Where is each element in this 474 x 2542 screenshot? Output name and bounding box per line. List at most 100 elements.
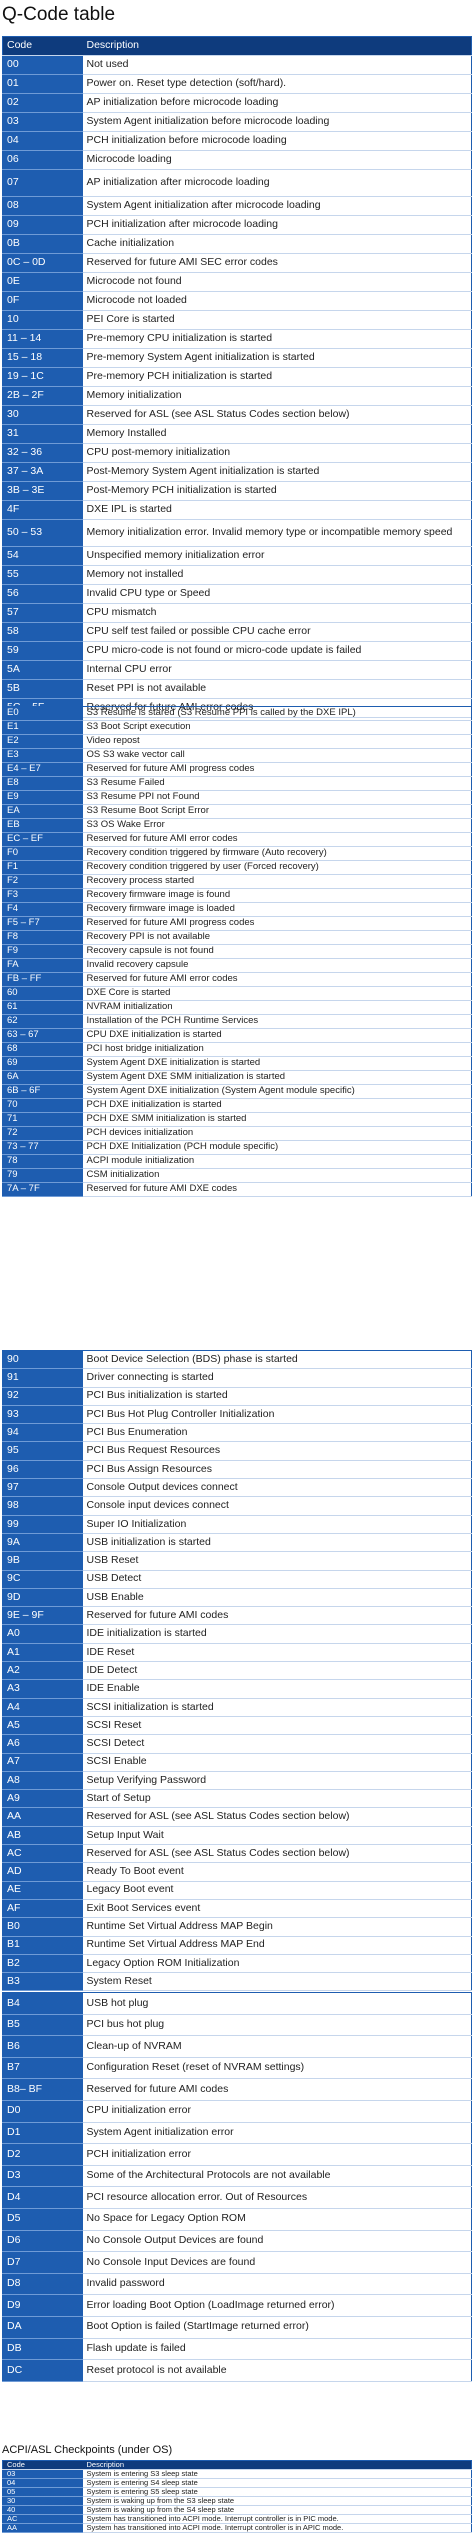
- description-cell: SCSI Detect: [82, 1734, 472, 1754]
- table-row: 98 Console input devices connect: [2, 1496, 472, 1516]
- table-row: 90 Boot Device Selection (BDS) phase is s…: [2, 1350, 472, 1370]
- code-cell: B5: [2, 2014, 83, 2037]
- description-cell: Reset protocol is not available: [82, 2359, 472, 2382]
- code-cell: 9E – 9F: [2, 1606, 83, 1626]
- description-cell: Memory not installed: [82, 565, 472, 585]
- description-cell: DXE Core is started: [82, 986, 472, 1001]
- table-row: 95 PCI Bus Request Resources: [2, 1441, 472, 1461]
- description-cell: System Agent DXE SMM initialization is s…: [82, 1070, 472, 1085]
- code-cell: 07: [2, 169, 83, 197]
- description-cell: System is entering S3 sleep state: [82, 2469, 472, 2479]
- code-cell: DA: [2, 2316, 83, 2339]
- code-cell: E4 – E7: [2, 762, 83, 777]
- description-cell: Reserved for future AMI error codes: [82, 972, 472, 987]
- table-row: 94 PCI Bus Enumeration: [2, 1423, 472, 1443]
- table-row: B5 PCI bus hot plug: [2, 2014, 472, 2037]
- code-cell: 91: [2, 1368, 83, 1388]
- code-cell: 08: [2, 196, 83, 216]
- code-cell: 32 – 36: [2, 443, 83, 463]
- table-row: 11 – 14 Pre-memory CPU initialization is …: [2, 329, 472, 349]
- table-row: E1 S3 Boot Script execution: [2, 720, 472, 735]
- table-row: AF Exit Boot Services event: [2, 1899, 472, 1919]
- description-cell: PEI Core is started: [82, 310, 472, 330]
- description-cell: PCI bus hot plug: [82, 2014, 472, 2037]
- description-cell: System is waking up from the S4 sleep st…: [82, 2505, 472, 2515]
- table-row: 10 PEI Core is started: [2, 310, 472, 330]
- description-cell: System is entering S4 sleep state: [82, 2478, 472, 2488]
- description-cell: Memory Installed: [82, 424, 472, 444]
- table-row: 60 DXE Core is started: [2, 986, 472, 1001]
- table-row: 96 PCI Bus Assign Resources: [2, 1460, 472, 1480]
- code-cell: 00: [2, 55, 83, 75]
- table-row: E4 – E7 Reserved for future AMI progress …: [2, 762, 472, 777]
- code-cell: D7: [2, 2251, 83, 2274]
- description-cell: Memory initialization error. Invalid mem…: [82, 519, 472, 547]
- table-row: 2B – 2F Memory initialization: [2, 386, 472, 406]
- code-cell: 55: [2, 565, 83, 585]
- code-cell: 37 – 3A: [2, 462, 83, 482]
- table-row: 62 Installation of the PCH Runtime Servic…: [2, 1014, 472, 1029]
- code-cell: F1: [2, 860, 83, 875]
- description-cell: S3 Resume Failed: [82, 776, 472, 791]
- code-cell: 04: [2, 131, 83, 151]
- description-cell: Recovery firmware image is found: [82, 888, 472, 903]
- description-cell: USB Detect: [82, 1570, 472, 1589]
- table-row: 6A System Agent DXE SMM initialization is…: [2, 1070, 472, 1085]
- code-cell: B1: [2, 1936, 83, 1955]
- table-row: 5B Reset PPI is not available: [2, 679, 472, 699]
- code-cell: 4F: [2, 500, 83, 520]
- table-row: 01 Power on. Reset type detection (soft/h…: [2, 74, 472, 94]
- table-row: D1 System Agent initialization error: [2, 2122, 472, 2145]
- table-row: 30 Reserved for ASL (see ASL Status Codes…: [2, 405, 472, 425]
- code-cell: D4: [2, 2186, 83, 2209]
- code-cell: 02: [2, 93, 83, 113]
- header-cell: Description: [82, 2460, 472, 2470]
- description-cell: IDE initialization is started: [82, 1624, 472, 1644]
- description-cell: Console Output devices connect: [82, 1478, 472, 1498]
- description-cell: USB hot plug: [82, 1992, 472, 2015]
- description-cell: Invalid recovery capsule: [82, 958, 472, 973]
- description-cell: Cache initialization: [82, 234, 472, 254]
- table-row: D6 No Console Output Devices are found: [2, 2230, 472, 2253]
- table-row: AA Reserved for ASL (see ASL Status Codes…: [2, 1807, 472, 1827]
- table-row: 73 – 77 PCH DXE Initialization (PCH modul…: [2, 1140, 472, 1155]
- description-cell: Post-Memory System Agent initialization …: [82, 462, 472, 482]
- description-cell: Reserved for future AMI progress codes: [82, 916, 472, 931]
- table-row: A2 IDE Detect: [2, 1661, 472, 1681]
- code-cell: 0E: [2, 272, 83, 292]
- code-cell: 93: [2, 1405, 83, 1425]
- table-row: 50 – 53 Memory initialization error. Inva…: [2, 519, 472, 547]
- table-row: B8– BF Reserved for future AMI codes: [2, 2078, 472, 2101]
- description-cell: S3 OS Wake Error: [82, 818, 472, 833]
- code-cell: DB: [2, 2338, 83, 2361]
- table-row: 32 – 36 CPU post-memory initialization: [2, 443, 472, 463]
- code-cell: 68: [2, 1042, 83, 1057]
- code-cell: B6: [2, 2035, 83, 2058]
- description-cell: Unspecified memory initialization error: [82, 546, 472, 566]
- description-cell: Boot Option is failed (StartImage return…: [82, 2316, 472, 2339]
- table-row: E8 S3 Resume Failed: [2, 776, 472, 791]
- code-cell: 95: [2, 1441, 83, 1461]
- table-row: B0 Runtime Set Virtual Address MAP Begin: [2, 1917, 472, 1937]
- description-cell: CPU micro-code is not found or micro-cod…: [82, 641, 472, 661]
- code-cell: F5 – F7: [2, 916, 83, 931]
- code-cell: D5: [2, 2208, 83, 2231]
- table-row: E2 Video repost: [2, 734, 472, 749]
- code-cell: 78: [2, 1154, 83, 1169]
- table-row: 09 PCH initialization after microcode loa…: [2, 215, 472, 235]
- description-cell: CPU DXE initialization is started: [82, 1028, 472, 1043]
- code-cell: 57: [2, 603, 83, 623]
- table-row: F9 Recovery capsule is not found: [2, 944, 472, 959]
- table-row: B7 Configuration Reset (reset of NVRAM se…: [2, 2057, 472, 2080]
- description-cell: S3 Resume PPI not Found: [82, 790, 472, 805]
- code-cell: 03: [2, 2469, 83, 2479]
- code-cell: D9: [2, 2294, 83, 2317]
- code-cell: E1: [2, 720, 83, 735]
- table-row: 71 PCH DXE SMM initialization is started: [2, 1112, 472, 1127]
- table-row: DB Flash update is failed: [2, 2338, 472, 2361]
- table-row: 30 System is waking up from the S3 sleep …: [2, 2496, 472, 2506]
- description-cell: PCH DXE Initialization (PCH module speci…: [82, 1140, 472, 1155]
- description-cell: Flash update is failed: [82, 2338, 472, 2361]
- table-row: 78 ACPI module initialization: [2, 1154, 472, 1169]
- description-cell: System has transitioned into ACPI mode. …: [82, 2523, 472, 2533]
